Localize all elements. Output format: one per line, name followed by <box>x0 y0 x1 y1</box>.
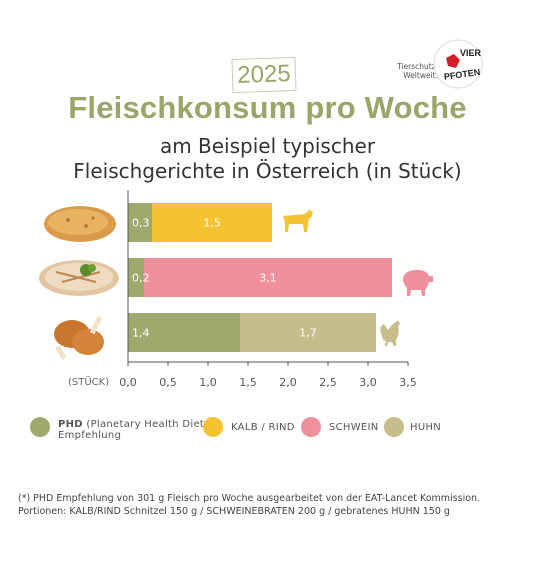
legend-label-phd-line2: Empfehlung <box>58 430 122 441</box>
x-tick-label-6: 3,0 <box>359 376 377 389</box>
pig-icon <box>403 270 433 296</box>
stacked-bar-chart: 0,3 1,5 0,2 3,1 1,4 1,7 0,0 0,5 1,0 1,5 2,0 2,5 3,0… <box>68 190 433 389</box>
bar-label-phd-2: 1,4 <box>132 327 150 340</box>
bar-phd-2 <box>128 313 240 352</box>
footnote: (*) PHD Empfehlung von 301 g Fleisch pro… <box>18 492 518 518</box>
legend-label-schwein: SCHWEIN <box>329 422 379 433</box>
legend-label-kalb-rind: KALB / RIND <box>231 422 295 433</box>
chart-subtitle-line2: Fleischgerichte in Österreich (in Stück) <box>73 159 462 183</box>
legend-label-huhn: HUHN <box>410 422 442 433</box>
x-tick-label-0: 0,0 <box>119 376 137 389</box>
cow-icon <box>283 210 313 232</box>
legend-label-phd: PHD (Planetary Health Diet*) Empfehlung <box>58 419 214 441</box>
logo-text-vier: VIER <box>460 48 482 58</box>
brand-tagline-line2: Weltweit. <box>403 71 438 80</box>
legend-dot-huhn <box>384 417 404 437</box>
vier-pfoten-logo-icon: VIER PFOTEN <box>433 39 483 89</box>
bar-meal-2 <box>240 313 376 352</box>
year-badge: 2025 <box>231 56 297 94</box>
legend-dot-phd <box>30 417 50 437</box>
chart-subtitle-line1: am Beispiel typischer <box>159 134 376 158</box>
footnote-line1: (*) PHD Empfehlung von 301 g Fleisch pro… <box>18 493 481 504</box>
bar-label-phd-0: 0,3 <box>132 217 150 230</box>
legend-dot-schwein <box>301 417 321 437</box>
x-tick-label-1: 0,5 <box>159 376 177 389</box>
schnitzel-food-icon <box>44 206 116 242</box>
chicken-legs-food-icon <box>54 315 104 360</box>
x-tick-label-7: 3,5 <box>399 376 417 389</box>
x-tick-label-3: 1,5 <box>239 376 257 389</box>
bar-phd-1 <box>128 258 144 297</box>
x-tick-label-2: 1,0 <box>199 376 217 389</box>
bar-label-meal-2: 1,7 <box>299 327 317 340</box>
x-tick-label-4: 2,0 <box>279 376 297 389</box>
x-unit-label: (STÜCK) <box>68 375 109 388</box>
legend-dot-kalb-rind <box>203 417 223 437</box>
legend-label-phd-abbr: PHD <box>58 419 83 430</box>
brand-tagline-line1: Tierschutz. <box>397 62 438 71</box>
chart-title: Fleischkonsum pro Woche <box>68 90 467 125</box>
bar-label-meal-1: 3,1 <box>259 272 277 285</box>
footnote-line2: Portionen: KALB/RIND Schnitzel 150 g / S… <box>18 506 450 517</box>
chicken-icon <box>380 320 400 346</box>
legend-label-phd-rest: (Planetary Health Diet*) <box>82 419 214 430</box>
x-tick-label-5: 2,5 <box>319 376 337 389</box>
roast-pork-food-icon <box>39 260 119 296</box>
bar-meal-0 <box>152 203 272 242</box>
bar-label-phd-1: 0,2 <box>132 272 150 285</box>
bar-meal-1 <box>144 258 392 297</box>
brand-tagline: Tierschutz. Weltweit. <box>378 62 438 80</box>
bar-phd-0 <box>128 203 152 242</box>
bar-label-meal-0: 1,5 <box>203 217 221 230</box>
